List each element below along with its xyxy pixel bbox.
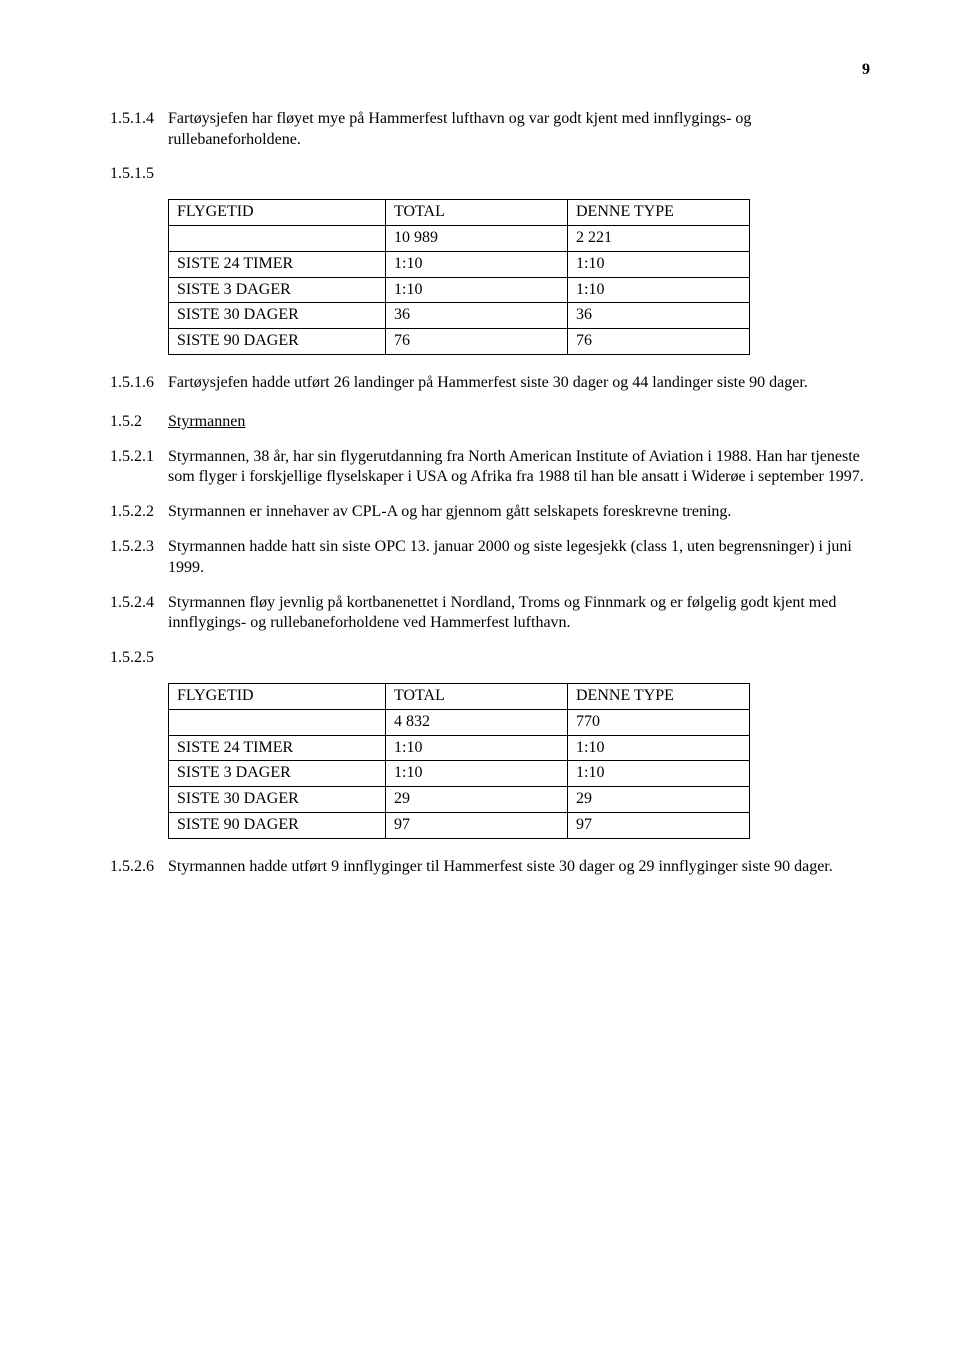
para-num: 1.5.2.3 [110, 537, 168, 579]
para-num: 1.5.2.2 [110, 502, 168, 523]
table-cell: SISTE 30 DAGER [169, 787, 386, 813]
para-text [168, 648, 870, 669]
para-text: Fartøysjefen har fløyet mye på Hammerfes… [168, 109, 870, 151]
table-cell: 76 [386, 329, 568, 355]
table-cell: 29 [568, 787, 750, 813]
table-header: FLYGETID [169, 200, 386, 226]
table-flygetid-2: FLYGETID TOTAL DENNE TYPE 4 832 770 SIST… [168, 683, 750, 839]
table-header: DENNE TYPE [568, 683, 750, 709]
paragraph-1526: 1.5.2.6 Styrmannen hadde utført 9 innfly… [110, 857, 870, 878]
table-header: TOTAL [386, 200, 568, 226]
para-num: 1.5.2.4 [110, 593, 168, 635]
table-row: SISTE 3 DAGER 1:10 1:10 [169, 277, 750, 303]
paragraph-1515: 1.5.1.5 [110, 164, 870, 185]
table-cell: 1:10 [568, 277, 750, 303]
heading-num: 1.5.2 [110, 412, 168, 433]
table-cell: 1:10 [568, 251, 750, 277]
paragraph-1522: 1.5.2.2 Styrmannen er innehaver av CPL-A… [110, 502, 870, 523]
paragraph-1516: 1.5.1.6 Fartøysjefen hadde utført 26 lan… [110, 373, 870, 394]
para-num: 1.5.1.6 [110, 373, 168, 394]
heading-text: Styrmannen [168, 412, 245, 433]
table-row: SISTE 24 TIMER 1:10 1:10 [169, 251, 750, 277]
table-cell: 10 989 [386, 225, 568, 251]
table-cell: 1:10 [386, 735, 568, 761]
para-text: Styrmannen hadde hatt sin siste OPC 13. … [168, 537, 870, 579]
table-cell: 1:10 [568, 761, 750, 787]
table-cell: 1:10 [386, 277, 568, 303]
paragraph-1524: 1.5.2.4 Styrmannen fløy jevnlig på kortb… [110, 593, 870, 635]
table-flygetid-1: FLYGETID TOTAL DENNE TYPE 10 989 2 221 S… [168, 199, 750, 355]
para-num: 1.5.2.5 [110, 648, 168, 669]
table-cell: 97 [386, 812, 568, 838]
para-text: Styrmannen er innehaver av CPL-A og har … [168, 502, 870, 523]
table-cell: SISTE 90 DAGER [169, 812, 386, 838]
para-num: 1.5.1.5 [110, 164, 168, 185]
table-row: 10 989 2 221 [169, 225, 750, 251]
table-cell: 76 [568, 329, 750, 355]
table-row: SISTE 30 DAGER 29 29 [169, 787, 750, 813]
para-num: 1.5.1.4 [110, 109, 168, 151]
table-row: SISTE 24 TIMER 1:10 1:10 [169, 735, 750, 761]
table-cell: 1:10 [386, 761, 568, 787]
heading-152: 1.5.2 Styrmannen [110, 412, 870, 433]
table-cell: 97 [568, 812, 750, 838]
table-header: TOTAL [386, 683, 568, 709]
table-row: SISTE 3 DAGER 1:10 1:10 [169, 761, 750, 787]
para-num: 1.5.2.1 [110, 447, 168, 489]
table-cell [169, 225, 386, 251]
table-cell: SISTE 90 DAGER [169, 329, 386, 355]
table-cell: 1:10 [568, 735, 750, 761]
page-number: 9 [110, 60, 870, 81]
table-row: SISTE 90 DAGER 76 76 [169, 329, 750, 355]
table-cell: 1:10 [386, 251, 568, 277]
table-cell [169, 709, 386, 735]
table-row: SISTE 30 DAGER 36 36 [169, 303, 750, 329]
para-text: Fartøysjefen hadde utført 26 landinger p… [168, 373, 870, 394]
table-header: DENNE TYPE [568, 200, 750, 226]
table-cell: 2 221 [568, 225, 750, 251]
table-row: SISTE 90 DAGER 97 97 [169, 812, 750, 838]
paragraph-1514: 1.5.1.4 Fartøysjefen har fløyet mye på H… [110, 109, 870, 151]
paragraph-1521: 1.5.2.1 Styrmannen, 38 år, har sin flyge… [110, 447, 870, 489]
table-header: FLYGETID [169, 683, 386, 709]
paragraph-1525: 1.5.2.5 [110, 648, 870, 669]
table-cell: 29 [386, 787, 568, 813]
table-cell: SISTE 30 DAGER [169, 303, 386, 329]
para-text: Styrmannen hadde utført 9 innflyginger t… [168, 857, 870, 878]
table-cell: SISTE 24 TIMER [169, 735, 386, 761]
table-cell: SISTE 24 TIMER [169, 251, 386, 277]
para-text: Styrmannen, 38 år, har sin flygerutdanni… [168, 447, 870, 489]
table-row: FLYGETID TOTAL DENNE TYPE [169, 200, 750, 226]
table-cell: SISTE 3 DAGER [169, 761, 386, 787]
table-cell: SISTE 3 DAGER [169, 277, 386, 303]
para-text [168, 164, 870, 185]
paragraph-1523: 1.5.2.3 Styrmannen hadde hatt sin siste … [110, 537, 870, 579]
table-row: 4 832 770 [169, 709, 750, 735]
table-row: FLYGETID TOTAL DENNE TYPE [169, 683, 750, 709]
table-cell: 36 [386, 303, 568, 329]
table-cell: 4 832 [386, 709, 568, 735]
para-text: Styrmannen fløy jevnlig på kortbanenette… [168, 593, 870, 635]
table-cell: 770 [568, 709, 750, 735]
para-num: 1.5.2.6 [110, 857, 168, 878]
table-cell: 36 [568, 303, 750, 329]
